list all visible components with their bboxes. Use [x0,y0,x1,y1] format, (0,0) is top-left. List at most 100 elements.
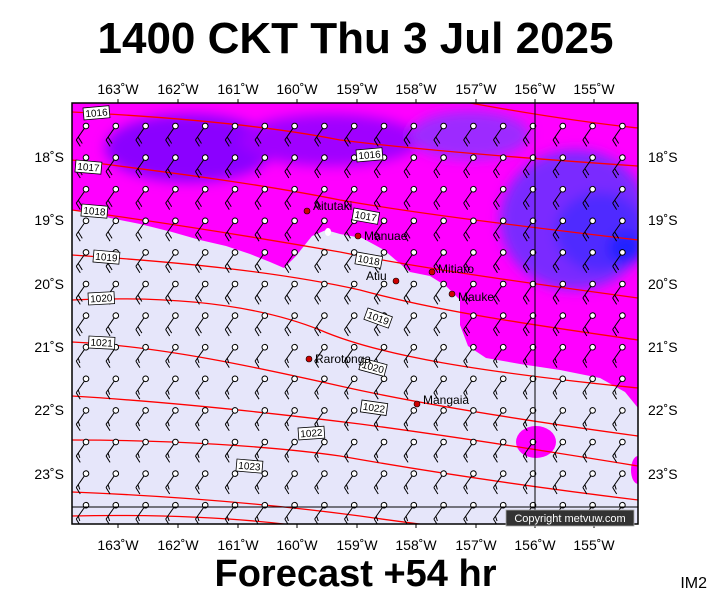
wind-barb [165,185,179,210]
wind-barb [582,280,596,305]
wind-barb [195,249,209,274]
lat-ticks-left: 18˚S 19˚S 20˚S 21˚S 22˚S 23˚S [34,149,64,482]
wind-barb [165,375,179,400]
isobar-1020 [72,298,638,389]
axis-tick-marks [117,99,595,528]
svg-text:158˚W: 158˚W [395,81,437,97]
graticule [72,103,638,524]
svg-text:19˚S: 19˚S [648,212,678,228]
wind-barb [344,312,358,337]
svg-text:Aitutaki: Aitutaki [313,199,352,213]
isobar-label: 1019 [92,249,121,265]
lon-ticks-top: 163˚W 162˚W 161˚W 160˚W 159˚W 158˚W 157˚… [97,81,615,97]
wind-barb [284,217,298,242]
wind-barb [135,470,149,495]
wind-barb [433,407,447,432]
wind-barb [254,154,269,179]
wind-barb [493,185,507,210]
wind-barb [463,185,477,210]
wind-barb [165,312,179,337]
wind-barb [224,343,239,368]
wind-barb [582,122,596,147]
wind-barb [373,438,388,463]
svg-text:Manuae: Manuae [364,229,408,243]
wind-barb [582,375,596,400]
svg-text:Copyright metvuw.com: Copyright metvuw.com [514,513,625,525]
town-mangaia: Mangaia [413,393,469,408]
forecast-label: Forecast +54 hr [214,553,497,595]
wind-barb [195,312,209,337]
wind-barb [314,280,328,305]
wind-barb [582,249,596,274]
wind-barb [135,438,149,463]
wind-barb [493,438,507,463]
isobar-label: 1022 [359,399,389,416]
svg-text:Mauke: Mauke [458,290,494,304]
wind-barb [433,470,447,495]
wind-barb [552,122,567,147]
wind-barb [284,249,298,274]
wind-barb [552,438,567,463]
svg-text:20˚S: 20˚S [34,276,64,292]
wind-barb [195,122,209,147]
wind-barb [254,185,269,210]
product-code: IM2 [680,575,707,592]
wind-barb [254,249,269,274]
wind-barb [582,154,596,179]
wind-barb [552,154,567,179]
wind-barb [403,154,418,179]
wind-barb [195,407,209,432]
wind-barb [403,375,418,400]
isobar-label: 1017 [74,159,103,175]
wind-barb [314,122,328,147]
wind-barb [344,375,358,400]
wind-barb [135,154,149,179]
town-mitiaro: Mitiaro [428,262,474,276]
wind-barb [373,280,388,305]
isobar-label: 1023 [235,458,264,474]
wind-barb [224,185,239,210]
wind-barb [582,217,596,242]
wind-barb [284,438,298,463]
wind-barb [403,217,418,242]
svg-text:1019: 1019 [95,252,119,265]
wind-barb [165,470,179,495]
wind-barb [344,407,358,432]
isobar-label: 1016 [355,147,384,163]
isobar-label: 1018 [80,203,109,219]
wind-barb [314,312,328,337]
wind-barb [254,217,269,242]
wind-barb [463,154,477,179]
isobar-1016-top-right [469,103,638,129]
wind-barb [75,312,90,337]
wind-barb [254,312,269,337]
wind-barb [403,438,418,463]
wind-barb [373,375,388,400]
wind-barb [75,470,90,495]
wind-barb [463,407,477,432]
wind-barb [135,280,149,305]
wind-barb [344,122,358,147]
wind-barb [373,217,388,242]
wind-barb [105,154,120,179]
svg-text:1022: 1022 [362,402,386,416]
wind-barb [433,312,447,337]
svg-text:163˚W: 163˚W [97,81,139,97]
wind-barb [403,122,418,147]
wind-barb [165,407,179,432]
lat-ticks-right: 18˚S 19˚S 20˚S 21˚S 22˚S 23˚S [648,149,678,482]
wind-barb [314,375,328,400]
svg-text:159˚W: 159˚W [336,537,378,553]
wind-barb [612,122,626,147]
wind-barb [582,438,596,463]
wind-barb [75,407,90,432]
wind-barb [314,217,328,242]
svg-text:1020: 1020 [90,293,113,305]
towns: Aitutaki Manuae Mitiaro Atiu Mauke Rarot… [303,199,494,408]
wind-barb [522,280,537,305]
svg-text:161˚W: 161˚W [217,81,259,97]
wind-barb [344,280,358,305]
wind-barb [433,249,447,274]
wind-barb [135,122,149,147]
